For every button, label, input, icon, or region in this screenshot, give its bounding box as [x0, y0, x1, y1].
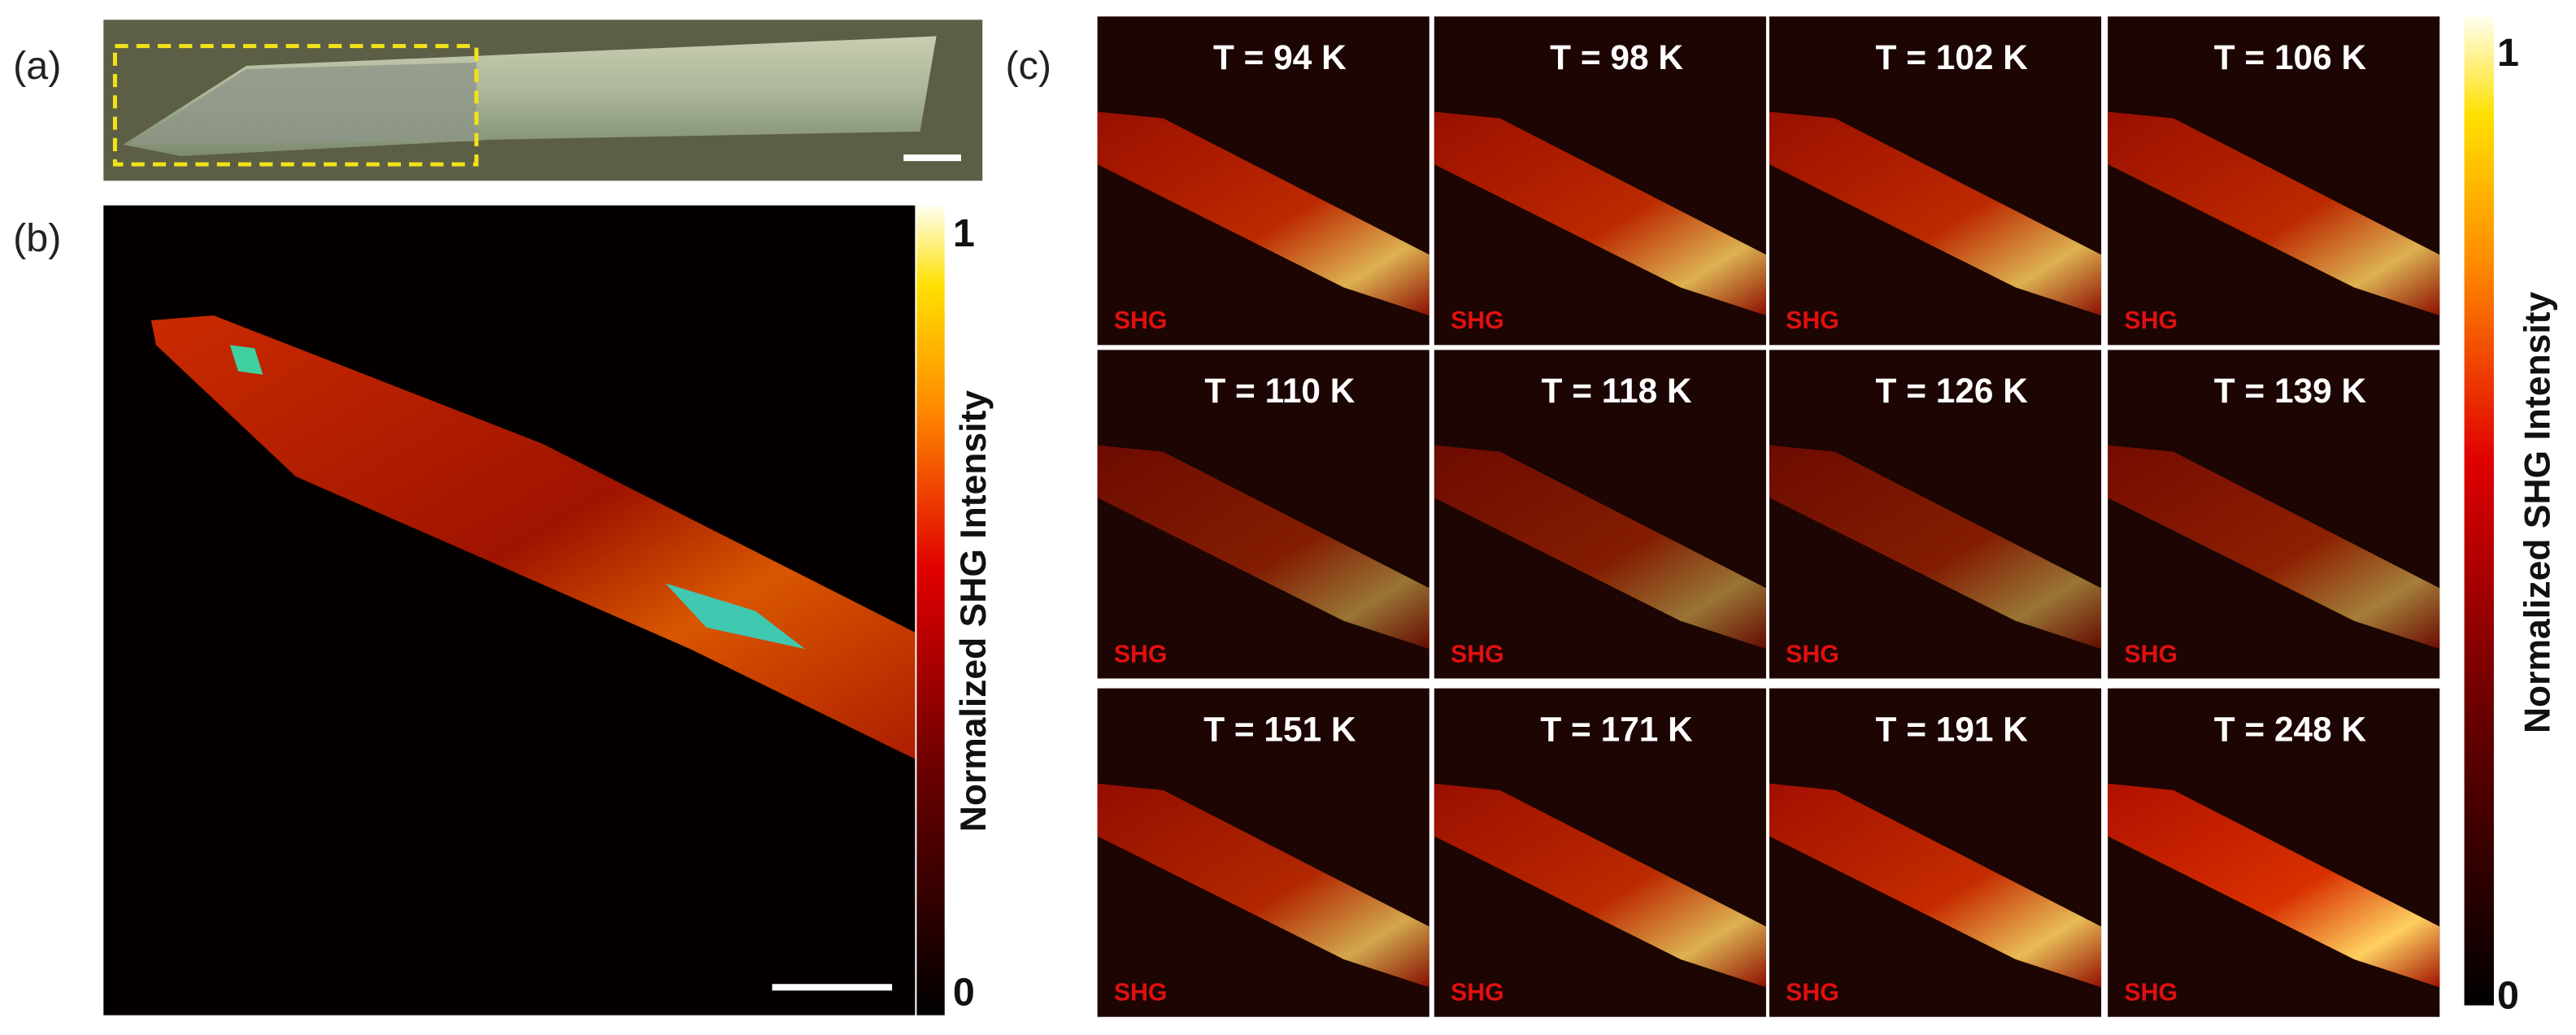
shg-band	[1769, 783, 2102, 988]
tile-tag: SHG	[1786, 641, 1839, 668]
tile-title: T = 106 K	[2214, 38, 2367, 76]
tile-tag: SHG	[2124, 307, 2178, 334]
hotspot	[665, 583, 805, 650]
tile-grid: T = 94 K SHG T = 98 K SHG T = 102 K SHG T = 10…	[1097, 16, 2440, 1017]
panel-label: (c)	[1005, 44, 1051, 88]
colorbar	[916, 205, 945, 1015]
tile-title: T = 171 K	[1540, 710, 1693, 748]
tile-tag: SHG	[1114, 641, 1168, 668]
shg-band	[2108, 783, 2440, 988]
tile-tag: SHG	[1114, 980, 1168, 1007]
crystal-region	[128, 62, 476, 145]
tile-title: T = 110 K	[1204, 372, 1355, 410]
selection-box	[112, 44, 479, 167]
tile-title: T = 98 K	[1550, 38, 1683, 76]
shg-band	[1769, 445, 2102, 650]
hotspot	[229, 345, 263, 375]
shg-band	[1769, 111, 2102, 315]
colorbar-label: Normalized SHG Intensity	[2518, 292, 2558, 734]
tile-title: T = 126 K	[1876, 372, 2029, 410]
shg-band	[1097, 111, 1429, 315]
shg-band	[1097, 445, 1429, 650]
shg-band	[1434, 111, 1766, 315]
tile-tag: SHG	[1451, 980, 1504, 1007]
tile-tag: SHG	[1114, 307, 1168, 334]
colorbar-max: 1	[953, 211, 975, 255]
tile-title: T = 248 K	[2214, 710, 2367, 748]
colorbar-max: 1	[2497, 31, 2519, 75]
tile-tag: SHG	[1786, 980, 1839, 1007]
tile-tag: SHG	[2124, 980, 2178, 1007]
colorbar	[2464, 16, 2494, 1006]
tile-tag: SHG	[1451, 641, 1504, 668]
tile-tag: SHG	[1786, 307, 1839, 334]
tile-tag: SHG	[1451, 307, 1504, 334]
colorbar-min: 0	[953, 971, 975, 1015]
colorbar-label: Normalized SHG Intensity	[954, 390, 994, 833]
colorbar-min: 0	[2497, 974, 2519, 1018]
shg-band	[1097, 783, 1429, 988]
shg-band	[2108, 445, 2440, 650]
shg-band	[150, 315, 916, 759]
tile-tag: SHG	[2124, 641, 2178, 668]
tile-title: T = 94 K	[1213, 38, 1347, 76]
shg-band	[1434, 783, 1766, 988]
tile-title: T = 191 K	[1876, 710, 2029, 748]
tile-title: T = 139 K	[2214, 372, 2367, 410]
panel-label: (b)	[13, 216, 61, 260]
tile-title: T = 118 K	[1542, 372, 1692, 410]
shg-band	[1434, 445, 1766, 650]
panel-label: (a)	[13, 44, 61, 88]
tile-title: T = 102 K	[1876, 38, 2029, 76]
tile-title: T = 151 K	[1203, 710, 1356, 748]
shg-band	[2108, 111, 2440, 315]
